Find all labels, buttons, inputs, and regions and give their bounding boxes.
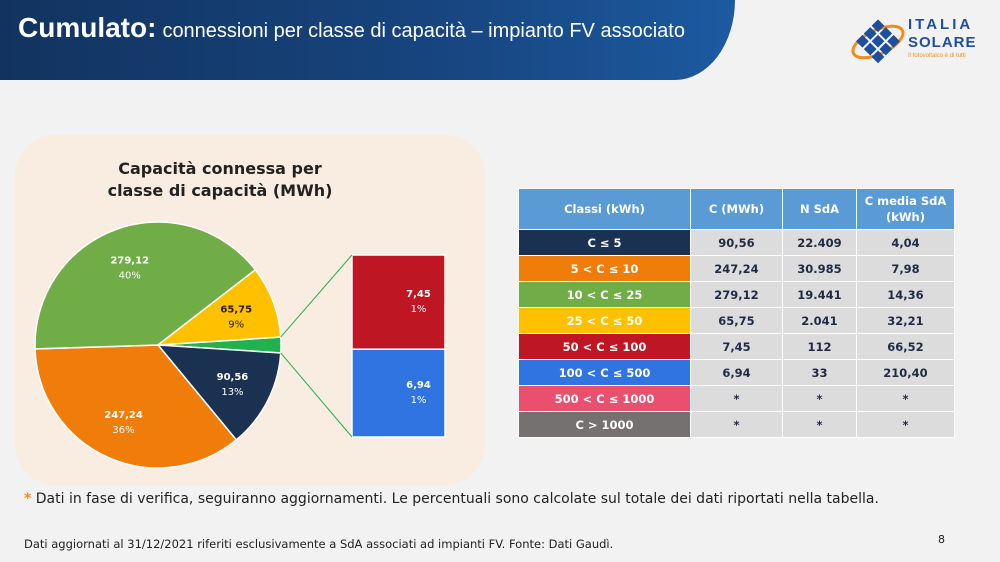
pie-slice (156, 344, 282, 441)
solar-panel-icon (851, 19, 905, 64)
slice-value-label: 279,12 (110, 255, 149, 266)
table-header: Classi (kWh) C (MWh) N SdA C media SdA (kWh… (518, 188, 955, 230)
footnote-text: Dati in fase di verifica, seguiranno agg… (35, 491, 879, 507)
title-bar: Cumulato: connessioni per classe di capac… (0, 0, 735, 80)
cell-m: * (856, 385, 955, 412)
cell-c: 90,56 (690, 229, 783, 256)
cell-m: 32,21 (856, 307, 955, 334)
cell-m: 4,04 (856, 229, 955, 256)
cell-n: 33 (782, 359, 857, 386)
cell-c: 6,94 (690, 359, 783, 386)
cell-n: 112 (782, 333, 857, 360)
pie-of-pie-chart: 90,56 13% 247,24 36% 279,12 40% 65,75 9% 7,45 1% 6… (34, 221, 446, 469)
cell-c: 247,24 (690, 255, 783, 282)
title-bold: Cumulato: (18, 12, 157, 43)
cell-c: * (690, 411, 783, 438)
footnote: * Dati in fase di verifica, seguiranno a… (24, 491, 879, 507)
title-rest: connessioni per classe di capacità – imp… (162, 20, 685, 42)
slice-value-label: 90,56 (217, 372, 249, 383)
pie-slice (34, 221, 257, 350)
connector-line (280, 352, 353, 438)
chart-title-line2: classe di capacità (MWh) (107, 181, 333, 200)
source-note: Dati aggiornati al 31/12/2021 riferiti e… (24, 537, 614, 551)
table-row: 50 < C ≤ 100 7,45 112 66,52 (518, 333, 955, 360)
bar-pct-label: 1% (411, 304, 427, 315)
slice-value-label: 247,24 (104, 410, 143, 421)
table-row: C > 1000 * * * (518, 411, 955, 438)
cell-cls: 10 < C ≤ 25 (518, 281, 691, 308)
column-header: C (MWh) (690, 188, 783, 230)
column-header: Classi (kWh) (518, 188, 691, 230)
connector-line (280, 254, 353, 338)
table-row: 25 < C ≤ 50 65,75 2.041 32,21 (518, 307, 955, 334)
table-row: 500 < C ≤ 1000 * * * (518, 385, 955, 412)
cell-cls: 50 < C ≤ 100 (518, 333, 691, 360)
cell-m: 7,98 (856, 255, 955, 282)
table-row: C ≤ 5 90,56 22.409 4,04 (518, 229, 955, 256)
slice-pct-label: 9% (228, 319, 244, 330)
slice-value-label: 65,75 (220, 304, 252, 315)
page-number: 8 (938, 533, 945, 546)
italia-solare-logo: ITALIA SOLARE Il fotovoltaico è di tutti (850, 14, 1000, 69)
cell-c: 65,75 (690, 307, 783, 334)
bar-segment (351, 348, 446, 438)
cell-n: * (782, 411, 857, 438)
column-header: N SdA (782, 188, 857, 230)
cell-m: 66,52 (856, 333, 955, 360)
slice-pct-label: 36% (112, 425, 134, 436)
logo-line1: ITALIA (908, 16, 974, 33)
cell-cls: 25 < C ≤ 50 (518, 307, 691, 334)
table-row: 100 < C ≤ 500 6,94 33 210,40 (518, 359, 955, 386)
cell-m: * (856, 411, 955, 438)
cell-n: 22.409 (782, 229, 857, 256)
bar-value-label: 6,94 (406, 380, 431, 391)
table-row: 5 < C ≤ 10 247,24 30.985 7,98 (518, 255, 955, 282)
logo-line2: SOLARE (908, 34, 977, 51)
cell-cls: 500 < C ≤ 1000 (518, 385, 691, 412)
capacity-table: Classi (kWh) C (MWh) N SdA C media SdA (kWh… (518, 188, 955, 438)
bar-segment (351, 254, 446, 350)
cell-m: 14,36 (856, 281, 955, 308)
cell-m: 210,40 (856, 359, 955, 386)
column-header: C media SdA (kWh) (856, 188, 955, 230)
cell-n: * (782, 385, 857, 412)
cell-cls: 5 < C ≤ 10 (518, 255, 691, 282)
cell-n: 19.441 (782, 281, 857, 308)
cell-cls: 100 < C ≤ 500 (518, 359, 691, 386)
cell-n: 30.985 (782, 255, 857, 282)
cell-c: * (690, 385, 783, 412)
page-title: Cumulato: connessioni per classe di capac… (18, 12, 685, 44)
slice-pct-label: 40% (119, 270, 141, 281)
pie-slice (34, 344, 238, 469)
cell-c: 7,45 (690, 333, 783, 360)
cell-n: 2.041 (782, 307, 857, 334)
logo-tagline: Il fotovoltaico è di tutti (908, 53, 966, 59)
cell-cls: C > 1000 (518, 411, 691, 438)
slice-pct-label: 13% (221, 387, 243, 398)
cell-cls: C ≤ 5 (518, 229, 691, 256)
bar-pct-label: 1% (411, 395, 427, 406)
table-row: 10 < C ≤ 25 279,12 19.441 14,36 (518, 281, 955, 308)
footnote-star: * (24, 491, 32, 507)
chart-title: Capacità connessa per classe di capacità … (90, 158, 350, 202)
chart-title-line1: Capacità connessa per (118, 159, 322, 178)
cell-c: 279,12 (690, 281, 783, 308)
bar-value-label: 7,45 (406, 289, 431, 300)
